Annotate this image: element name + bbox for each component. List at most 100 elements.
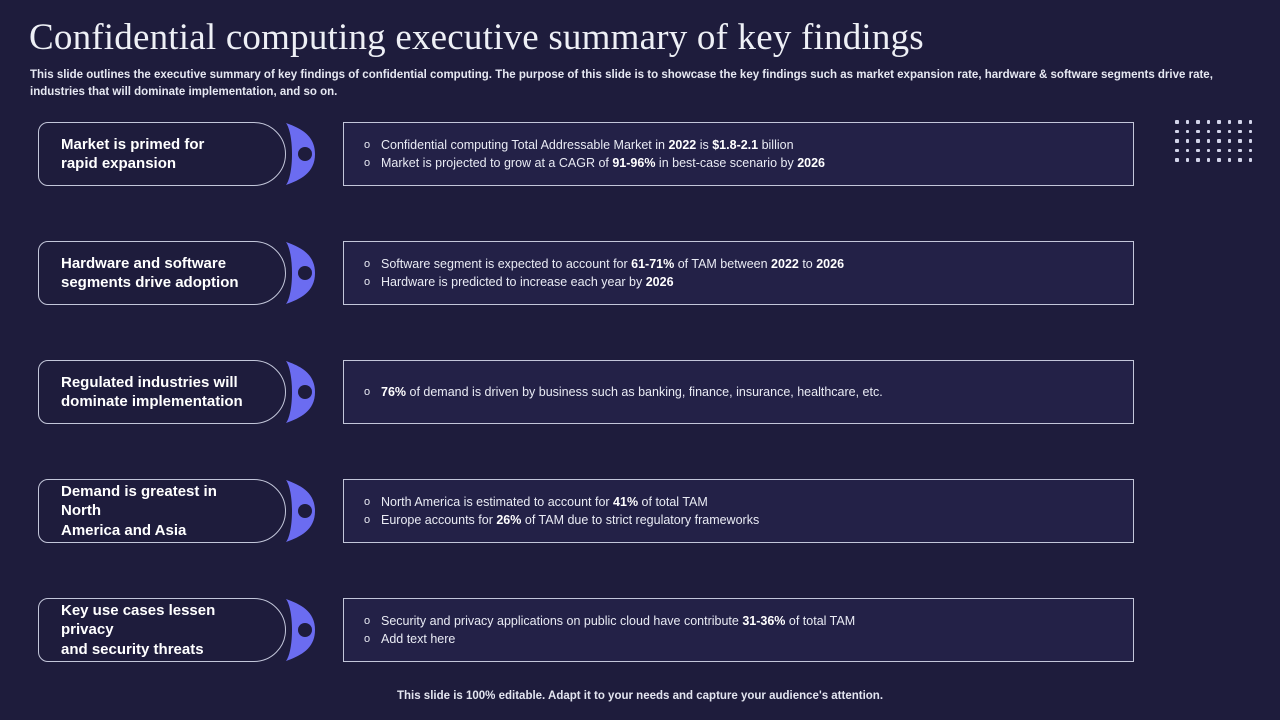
- bullet-segment: to: [798, 257, 817, 271]
- arrow-blob-icon: [286, 599, 315, 661]
- bullet-segment: of TAM due to strict regulatory framewor…: [521, 513, 760, 527]
- bullet-segment: of total TAM: [785, 614, 856, 628]
- dot: [1196, 120, 1200, 124]
- bullet-marker-icon: o: [364, 386, 371, 398]
- bullet-item: o Hardware is predicted to increase each …: [364, 273, 1117, 291]
- dot: [1185, 158, 1189, 162]
- bullet-text: Software segment is expected to account …: [381, 255, 844, 273]
- finding-pill[interactable]: Regulated industries will dominate imple…: [38, 360, 315, 424]
- bullet-text: Hardware is predicted to increase each y…: [381, 273, 674, 291]
- dot: [1238, 148, 1242, 152]
- dot: [1196, 129, 1200, 133]
- dot: [1248, 129, 1252, 133]
- finding-pill[interactable]: Demand is greatest in North America and …: [38, 479, 315, 543]
- bullet-marker-icon: o: [364, 514, 371, 526]
- finding-row: Key use cases lessen privacy and securit…: [38, 598, 1134, 662]
- bullet-segment: is: [696, 138, 713, 152]
- finding-row: Market is primed for rapid expansion o Con…: [38, 122, 1134, 186]
- bullet-item: o Europe accounts for 26% of TAM due to s…: [364, 511, 1117, 529]
- page-title: Confidential computing executive summary…: [29, 17, 924, 58]
- bullet-segment: 2026: [797, 156, 825, 170]
- dot: [1217, 158, 1221, 162]
- dot: [1248, 120, 1252, 124]
- bullet-marker-icon: o: [364, 258, 371, 270]
- dot: [1227, 139, 1231, 143]
- dots-decoration: [1175, 120, 1259, 168]
- bullet-item: o North America is estimated to account f…: [364, 493, 1117, 511]
- footer-note: This slide is 100% editable. Adapt it to…: [396, 690, 884, 702]
- bullet-item: o Market is projected to grow at a CAGR o…: [364, 154, 1117, 172]
- bullet-segment: 91-96%: [612, 156, 656, 170]
- bullet-segment: 2022: [771, 257, 799, 271]
- dot: [1227, 158, 1231, 162]
- bullet-item: o Software segment is expected to account…: [364, 255, 1117, 273]
- finding-pill-label: Key use cases lessen privacy and securit…: [61, 602, 216, 658]
- finding-row: Hardware and software segments drive ado…: [38, 241, 1134, 305]
- finding-details-box[interactable]: o Software segment is expected to account…: [343, 241, 1134, 305]
- bullet-marker-icon: o: [364, 496, 371, 508]
- finding-pill-label: Regulated industries will dominate imple…: [61, 373, 243, 410]
- bullet-segment: of demand is driven by business such as …: [406, 385, 883, 399]
- bullet-segment: Confidential computing Total Addressable…: [381, 138, 669, 152]
- dot: [1248, 139, 1252, 143]
- dot: [1217, 120, 1221, 124]
- bullet-item: o Security and privacy applications on pu…: [364, 612, 1117, 630]
- bullet-segment: 61-71%: [631, 257, 675, 271]
- bullet-segment: of TAM between: [674, 257, 772, 271]
- bullet-item: o Add text here: [364, 630, 1117, 648]
- bullet-marker-icon: o: [364, 276, 371, 288]
- finding-pill-label: Hardware and software segments drive ado…: [61, 254, 239, 291]
- bullet-segment: billion: [758, 138, 794, 152]
- bullet-marker-icon: o: [364, 615, 371, 627]
- dot: [1206, 129, 1210, 133]
- finding-details-box[interactable]: o Confidential computing Total Addressabl…: [343, 122, 1134, 186]
- dot: [1227, 129, 1231, 133]
- dot: [1248, 158, 1252, 162]
- dot: [1248, 148, 1252, 152]
- dot: [1227, 148, 1231, 152]
- arrow-blob-icon: [286, 480, 315, 542]
- finding-pill-label: Demand is greatest in North America and …: [61, 483, 217, 539]
- finding-details-box[interactable]: o 76% of demand is driven by business suc…: [343, 360, 1134, 424]
- rows: Market is primed for rapid expansion o Con…: [38, 122, 1134, 717]
- dot: [1206, 158, 1210, 162]
- bullet-marker-icon: o: [364, 139, 371, 151]
- dot: [1185, 148, 1189, 152]
- dot: [1185, 120, 1189, 124]
- bullet-segment: 26%: [496, 513, 522, 527]
- finding-row: Demand is greatest in North America and …: [38, 479, 1134, 543]
- dot: [1175, 158, 1179, 162]
- dot: [1238, 139, 1242, 143]
- bullet-segment: 2022: [668, 138, 697, 152]
- bullet-segment: 2026: [645, 275, 674, 289]
- bullet-segment: Hardware is predicted to increase each y…: [381, 275, 646, 289]
- dot: [1217, 129, 1221, 133]
- bullet-segment: $1.8-2.1: [712, 138, 759, 152]
- dot: [1175, 139, 1179, 143]
- bullet-text: North America is estimated to account fo…: [381, 493, 708, 511]
- finding-pill-label: Market is primed for rapid expansion: [61, 135, 205, 172]
- bullet-segment: Software segment is expected to account …: [381, 257, 632, 271]
- bullet-marker-icon: o: [364, 633, 371, 645]
- dot: [1238, 129, 1242, 133]
- finding-pill[interactable]: Key use cases lessen privacy and securit…: [38, 598, 315, 662]
- dot: [1238, 158, 1242, 162]
- finding-details-box[interactable]: o North America is estimated to account f…: [343, 479, 1134, 543]
- dot: [1217, 148, 1221, 152]
- finding-details-box[interactable]: o Security and privacy applications on pu…: [343, 598, 1134, 662]
- bullet-item: o 76% of demand is driven by business suc…: [364, 383, 1117, 401]
- bullet-text: Europe accounts for 26% of TAM due to st…: [381, 511, 759, 529]
- bullet-segment: 76%: [381, 385, 407, 399]
- dot: [1175, 148, 1179, 152]
- dot: [1175, 129, 1179, 133]
- page-subtitle: This slide outlines the executive summar…: [30, 69, 1213, 98]
- bullet-item: o Confidential computing Total Addressabl…: [364, 136, 1117, 154]
- bullet-segment: Europe accounts for: [381, 513, 497, 527]
- finding-pill[interactable]: Market is primed for rapid expansion: [38, 122, 315, 186]
- arrow-blob-icon: [286, 361, 315, 423]
- finding-pill[interactable]: Hardware and software segments drive ado…: [38, 241, 315, 305]
- dot: [1206, 148, 1210, 152]
- dot: [1206, 120, 1210, 124]
- finding-row: Regulated industries will dominate imple…: [38, 360, 1134, 424]
- arrow-blob-icon: [286, 123, 315, 185]
